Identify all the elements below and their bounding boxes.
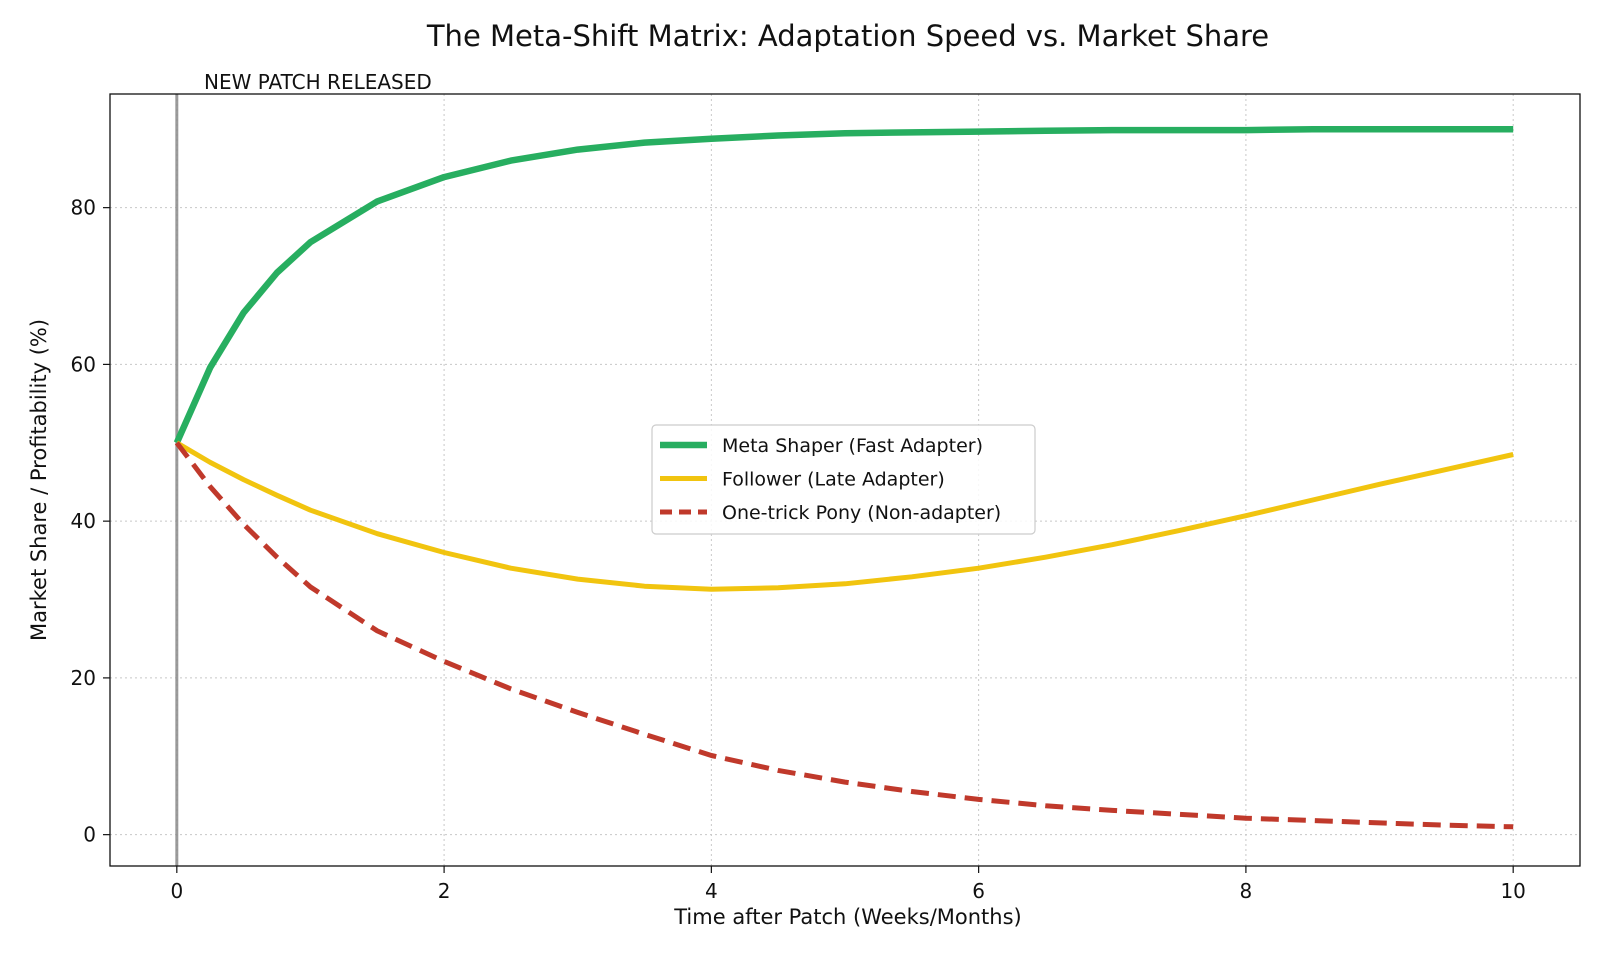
y-tick-label: 60 [71, 352, 96, 376]
y-tick-label: 40 [71, 509, 96, 533]
legend-label-1: Meta Shaper (Fast Adapter) [722, 435, 983, 457]
plot-frame [109, 93, 1581, 867]
y-tick-label: 20 [71, 666, 96, 690]
x-axis-label: Time after Patch (Weeks/Months) [673, 905, 1021, 929]
axis-ticks: 0 2 4 6 8 10 0 20 40 60 80 [71, 196, 1526, 903]
series-layer [173, 126, 1514, 830]
x-tick-label: 10 [1500, 879, 1525, 903]
y-axis-label: Market Share / Profitability (%) [27, 319, 51, 641]
series-line-3 [174, 441, 1514, 830]
legend: Meta Shaper (Fast Adapter) Follower (Late… [651, 424, 1036, 535]
x-tick-label: 0 [170, 879, 183, 903]
x-tick-label: 4 [705, 879, 718, 903]
x-tick-label: 2 [438, 879, 451, 903]
x-tick-label: 8 [1240, 879, 1253, 903]
patch-annotation: NEW PATCH RELEASED [204, 70, 432, 94]
x-tick-label: 6 [972, 879, 985, 903]
y-tick-label: 0 [83, 823, 96, 847]
legend-label-3: One-trick Pony (Non-adapter) [722, 502, 1001, 524]
series-line-2 [175, 440, 1514, 592]
legend-label-2: Follower (Late Adapter) [722, 469, 945, 491]
chart-title: The Meta-Shift Matrix: Adaptation Speed … [426, 19, 1269, 53]
legend-box [651, 424, 1036, 535]
series-line-1 [173, 126, 1514, 445]
y-tick-label: 80 [71, 196, 96, 220]
